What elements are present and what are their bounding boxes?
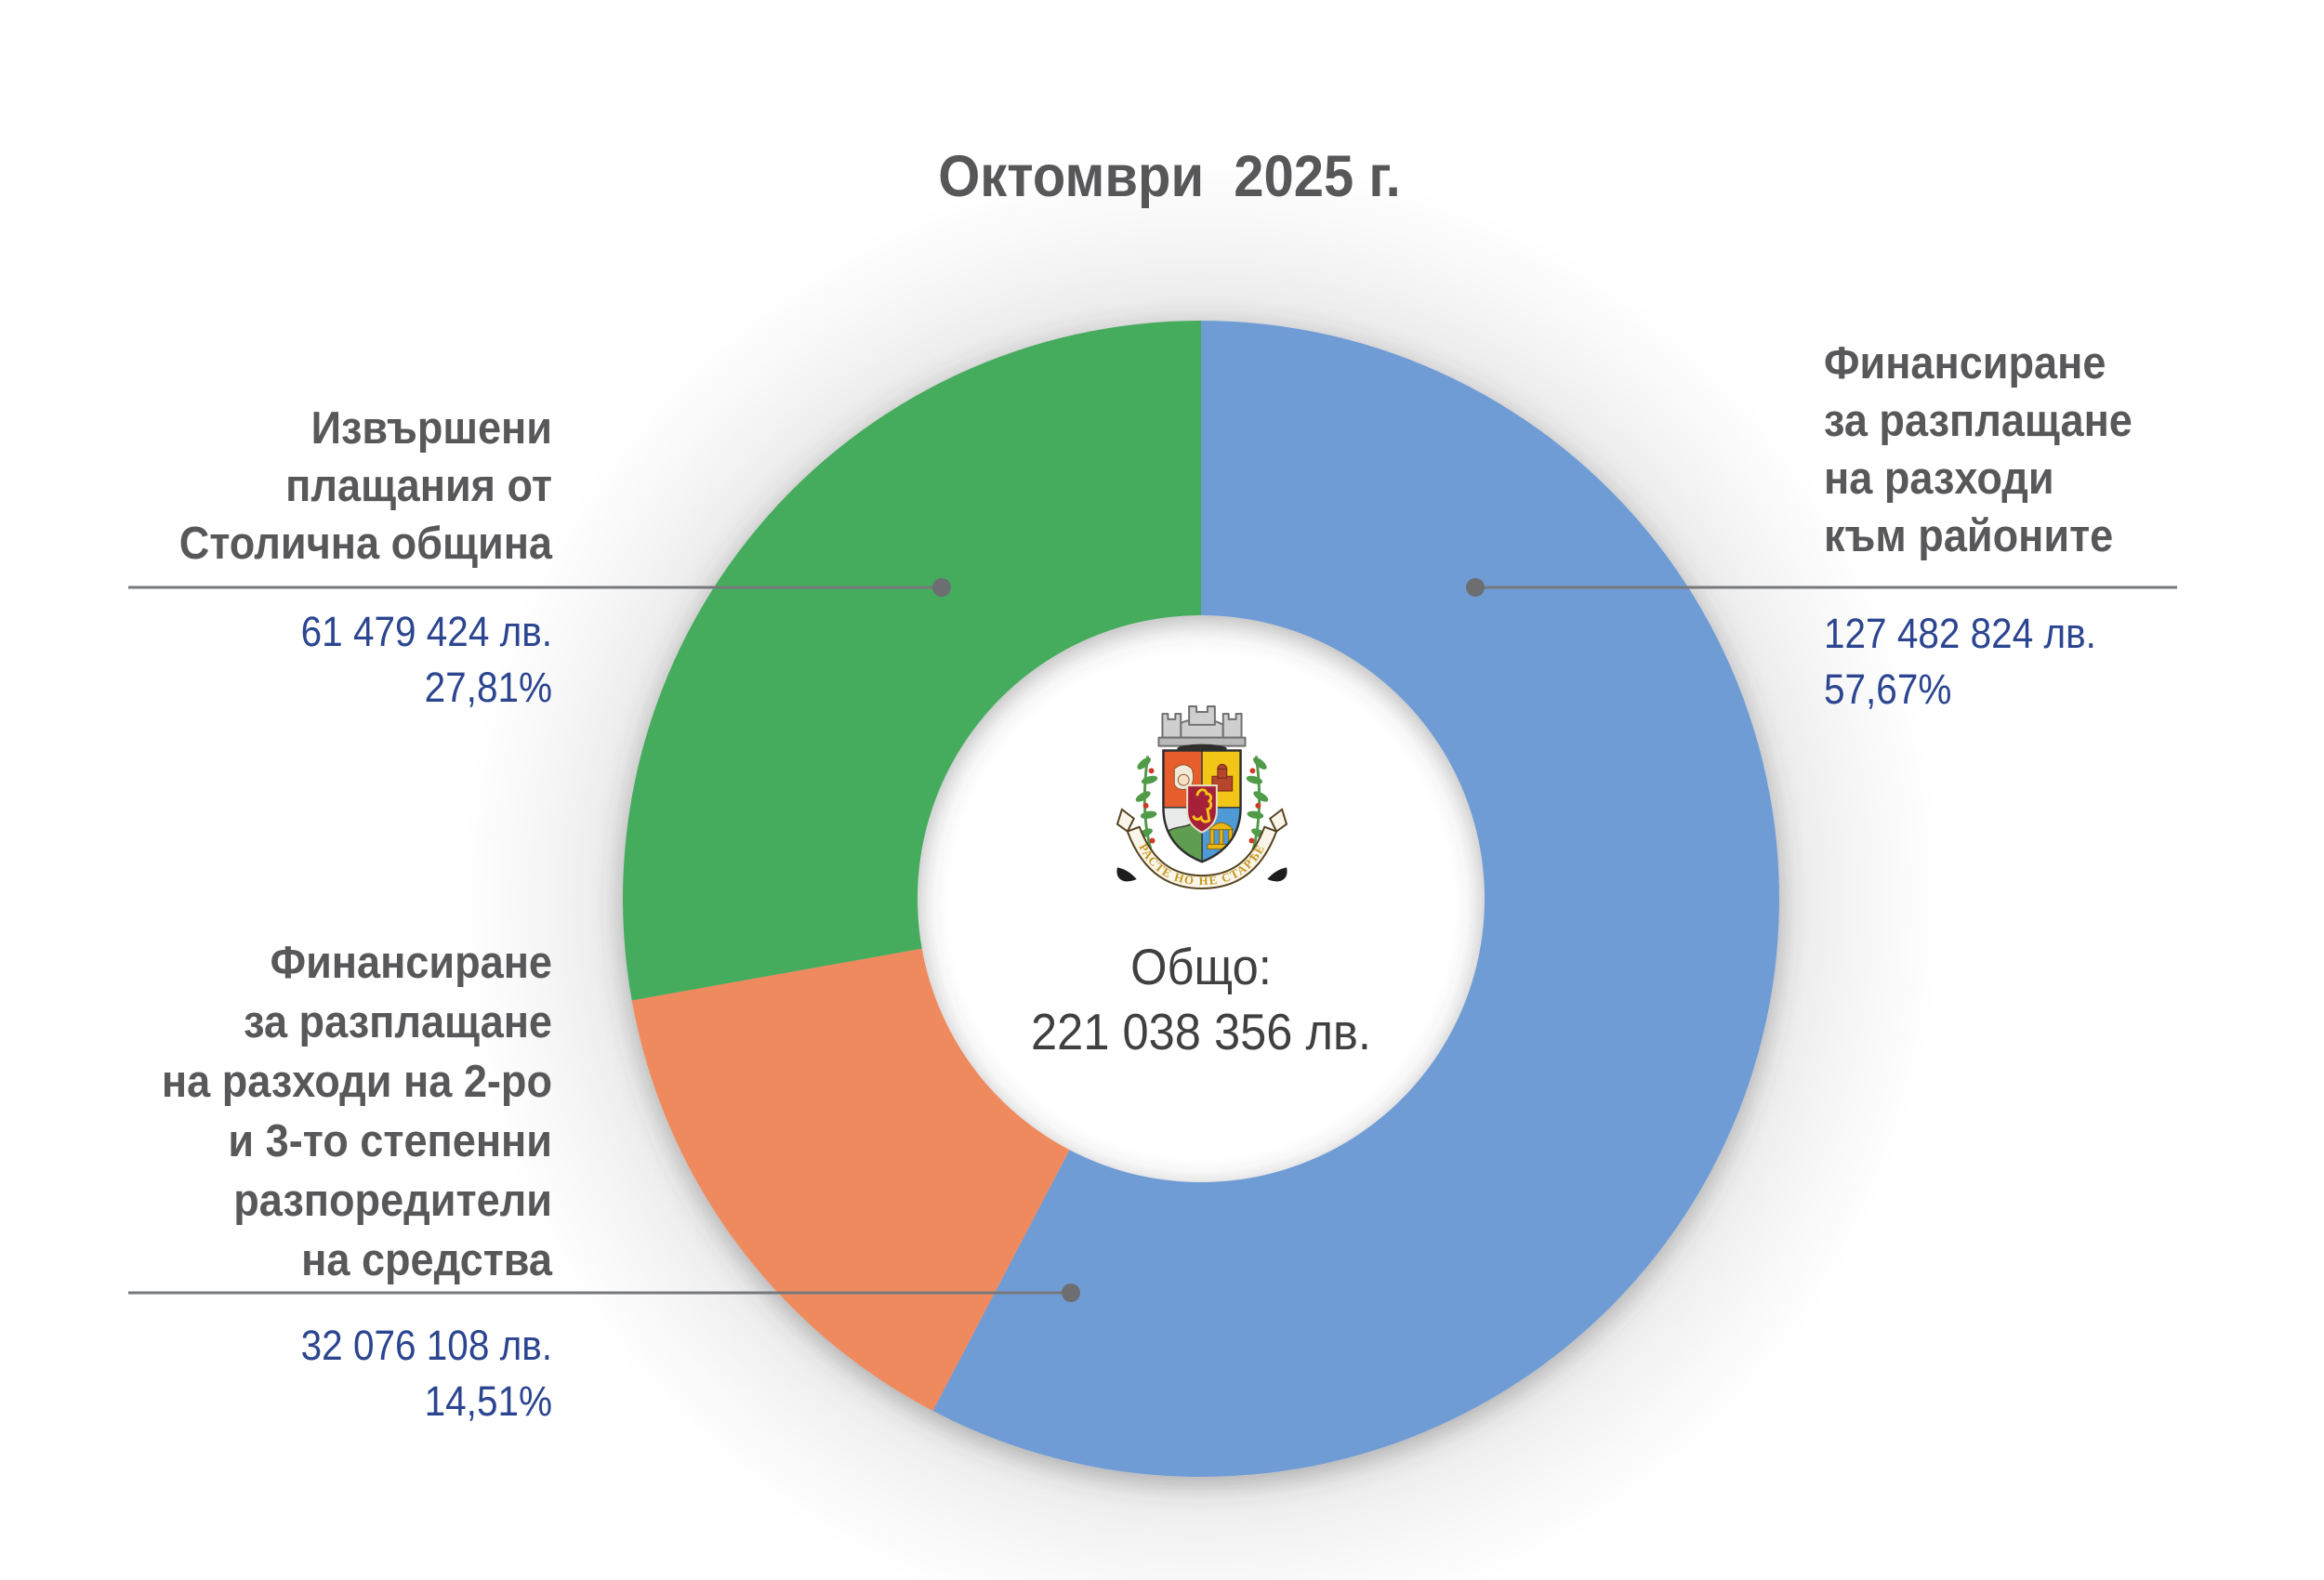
callout-values-districts: 127 482 824 лв. 57,67% [1824,606,2324,718]
callout-label-districts: Финансиране за разплащане на разходи към… [1824,338,2133,561]
leader-dot-orange [1062,1284,1080,1302]
coat-shield-outline [1162,749,1242,863]
callout-label-secondary-spenders: Финансиране за разплащане на разходи на … [161,938,552,1285]
callout-amount-districts: 127 482 824 лв. [1824,610,2096,657]
callout-values-sofia-payments: 61 479 424 лв. 27,81% [0,604,552,716]
coat-escutcheon [1186,784,1218,834]
coat-berries [1142,768,1261,844]
leader-dot-green [932,578,951,597]
callout-percent-districts: 57,67% [1824,665,1952,713]
total-label: Общо: [1130,938,1272,995]
leader-dots [932,578,1485,1302]
callout-percent-sofia-payments: 27,81% [424,664,552,711]
chart-title: Октомври 2025 г. [938,144,1401,209]
coat-shield [1163,750,1241,862]
donut-slice-secondary-spenders [631,948,1070,1412]
callout-amount-secondary-spenders: 32 076 108 лв. [300,1322,552,1369]
leader-dot-blue [1466,578,1485,597]
callout-label-sofia-payments: Извършени плащания от Столична община [178,403,552,569]
donut-center-text: Общо: 221 038 356 лв. [902,934,1500,1064]
donut-slice-districts [932,321,1780,1477]
total-value: 221 038 356 лв. [1031,1003,1371,1060]
donut-ring [623,321,1780,1477]
callout-percent-secondary-spenders: 14,51% [424,1377,552,1425]
sofia-coat-of-arms: РАСТЕ НО НЕ СТАРѢЕ [1116,705,1288,889]
donut-slice-sofia-payments [623,321,1201,1001]
coat-flourishes [1116,867,1287,882]
coat-crown [1157,705,1247,747]
leader-lines [128,586,2177,1295]
coat-leaves [1135,757,1269,838]
callout-values-secondary-spenders: 32 076 108 лв. 14,51% [0,1318,552,1429]
callout-amount-sofia-payments: 61 479 424 лв. [300,608,552,655]
